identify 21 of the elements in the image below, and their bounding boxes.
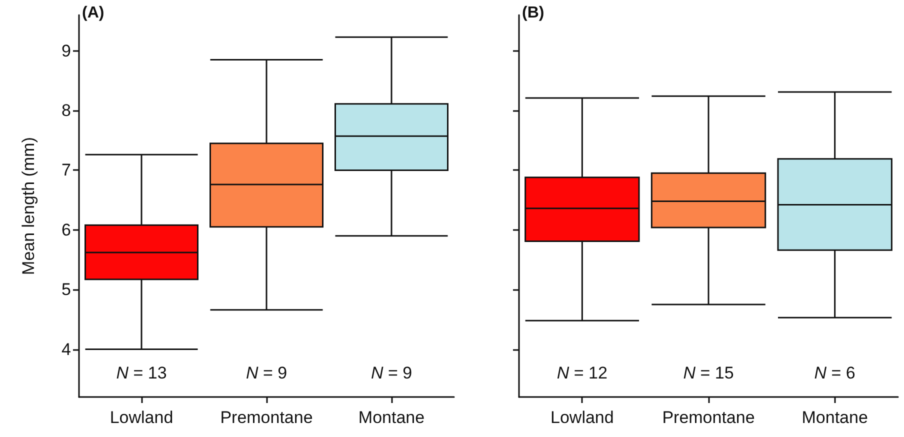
y-tick-label: 4 [62, 340, 71, 359]
y-axis-title: Mean length (mm) [19, 137, 38, 275]
y-tick-label: 6 [62, 220, 71, 240]
x-tick-label: Premontane [662, 408, 755, 427]
x-tick-label: Montane [358, 408, 425, 427]
annotation: N = 6 [814, 364, 856, 382]
y-tick-label: 9 [62, 41, 71, 60]
y-tick-label: 5 [62, 280, 71, 300]
annotation: N = 9 [246, 364, 288, 382]
y-tick-label: 7 [62, 160, 71, 180]
x-tick-label: Lowland [110, 408, 174, 427]
annotation: N = 13 [116, 364, 167, 382]
x-tick-label: Lowland [550, 408, 614, 427]
annotation: N = 12 [556, 364, 608, 382]
x-tick-label: Premontane [220, 408, 313, 427]
y-tick-label: 8 [62, 101, 71, 120]
annotation: N = 9 [370, 364, 412, 382]
chart-title: (B) [522, 4, 544, 22]
chart-title: (A) [82, 4, 104, 22]
x-tick-label: Montane [802, 408, 868, 427]
annotation: N = 15 [683, 364, 734, 382]
